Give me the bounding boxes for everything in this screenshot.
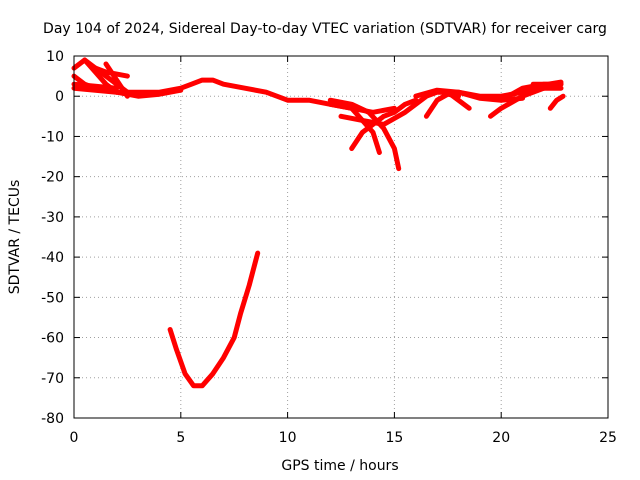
- series-arc-19: [167, 250, 261, 389]
- series-arc-7: [103, 61, 130, 99]
- grid-lines: [74, 56, 608, 418]
- x-tick-label: 20: [492, 430, 510, 446]
- series-arc-18: [547, 93, 566, 111]
- series-arc-15: [488, 81, 564, 119]
- y-tick-label: -80: [41, 411, 64, 427]
- axis-ticks: [73, 55, 609, 419]
- series-arc-17: [530, 79, 564, 87]
- y-tick-label: 0: [55, 89, 64, 105]
- data-series: [71, 57, 566, 389]
- x-tick-label: 10: [279, 430, 297, 446]
- y-tick-label: -20: [41, 170, 64, 186]
- series-arc-13: [445, 89, 472, 111]
- y-tick-label: -10: [41, 129, 64, 145]
- y-tick-label: -40: [41, 250, 64, 266]
- plot-frame: [73, 55, 609, 419]
- y-tick-label: -50: [41, 290, 64, 306]
- x-axis-label: GPS time / hours: [281, 458, 398, 474]
- y-tick-label: 10: [46, 49, 64, 65]
- series-arc-4: [71, 57, 120, 95]
- y-tick-labels: -80 -70 -60 -50 -40 -30 -20 -10 0 10: [41, 49, 64, 427]
- y-tick-label: -30: [41, 210, 64, 226]
- x-tick-label: 25: [599, 430, 617, 446]
- y-tick-label: -60: [41, 331, 64, 347]
- y-axis-label: SDTVAR / TECUs: [7, 180, 23, 295]
- y-tick-label: -70: [41, 371, 64, 387]
- x-tick-label: 5: [176, 430, 185, 446]
- x-tick-labels: 0 5 10 15 20 25: [70, 430, 617, 446]
- x-tick-label: 15: [385, 430, 403, 446]
- series-arc-11: [349, 97, 419, 151]
- x-tick-label: 0: [70, 430, 79, 446]
- chart-title: Day 104 of 2024, Sidereal Day-to-day VTE…: [43, 21, 607, 37]
